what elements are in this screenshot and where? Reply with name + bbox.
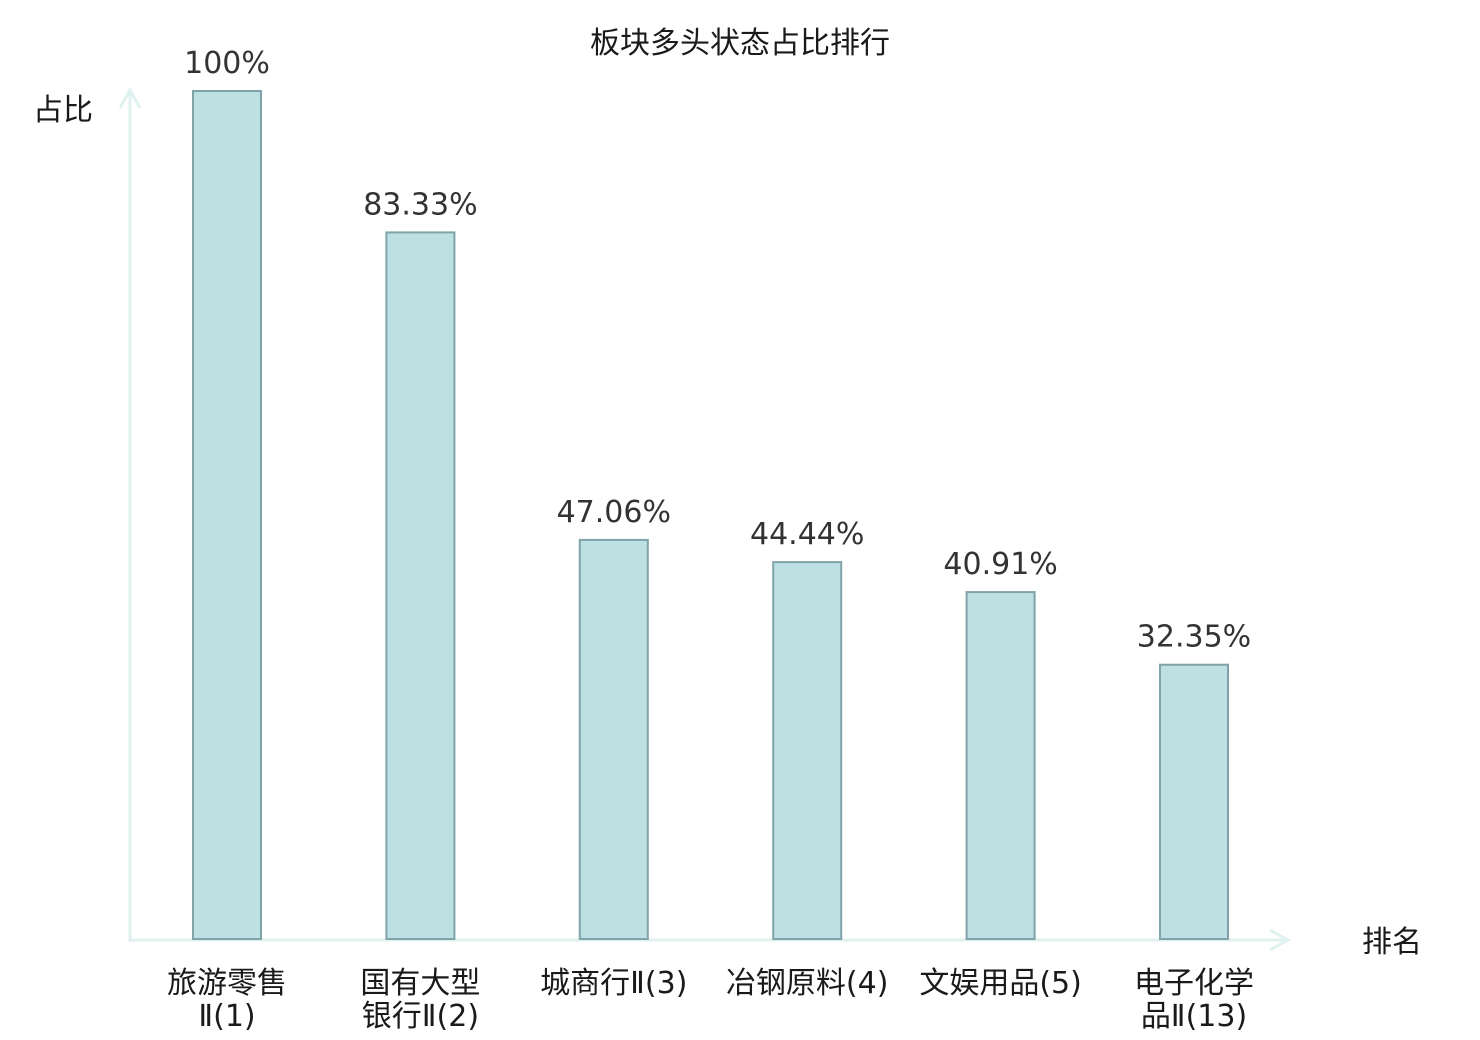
value-label-3: 47.06% [557, 495, 671, 530]
y-axis [118, 86, 142, 942]
value-label-4: 44.44% [750, 517, 864, 552]
value-labels: 100% 83.33% 47.06% 44.44% 40.91% 32.35% [184, 46, 1251, 655]
bar-5 [965, 591, 1036, 940]
category-label-3-line-1: 城商行Ⅱ(3) [540, 966, 687, 1001]
bar-series [192, 90, 1229, 941]
category-label-1-line-1: 旅游零售 [167, 966, 287, 1001]
y-axis-arrowhead [118, 86, 142, 109]
category-label-5-line-1: 文娱用品(5) [919, 966, 1082, 1001]
bar-4 [772, 561, 843, 940]
bar-3 [578, 538, 649, 941]
chart-title: 板块多头状态占比排行 [590, 26, 890, 61]
bar-1 [192, 90, 262, 940]
bar-2 [385, 231, 456, 940]
value-label-5: 40.91% [943, 547, 1057, 582]
value-label-2: 83.33% [363, 187, 477, 222]
value-label-6: 32.35% [1137, 620, 1251, 655]
category-label-6-line-2: 品Ⅱ(13) [1141, 999, 1247, 1034]
x-axis-arrowhead [1269, 928, 1292, 952]
value-label-1: 100% [184, 46, 270, 81]
category-label-4-line-1: 冶钢原料(4) [726, 966, 889, 1001]
y-axis-label: 占比 [33, 93, 93, 128]
category-label-6-line-1: 电子化学 [1134, 966, 1254, 1001]
category-label-1-line-2: Ⅱ(1) [198, 999, 255, 1034]
category-label-2-line-2: 银行Ⅱ(2) [362, 999, 479, 1034]
category-label-2-line-1: 国有大型 [360, 966, 480, 1001]
x-axis [130, 928, 1292, 952]
bar-6 [1159, 663, 1229, 940]
x-axis-label: 排名 [1362, 925, 1422, 960]
